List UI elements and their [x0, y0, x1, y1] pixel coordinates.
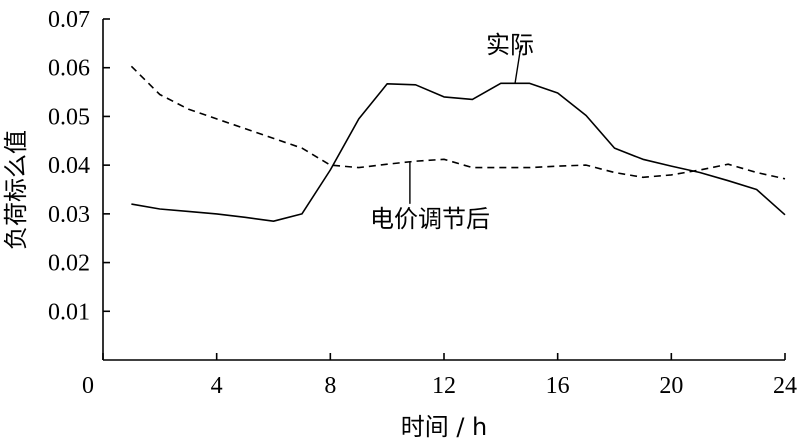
y-axis-title: 负荷标么值	[2, 130, 30, 250]
y-tick-label: 0.05	[48, 104, 90, 130]
y-tick-label: 0.07	[48, 7, 90, 33]
x-axis-title: 时间 / h	[401, 413, 488, 441]
series-line-0	[131, 82, 786, 222]
annotation-leader	[514, 45, 522, 84]
y-tick-label: 0.06	[48, 56, 90, 82]
y-tick-label: 0.01	[48, 299, 90, 325]
series-layer	[130, 65, 786, 222]
ticks	[102, 18, 786, 360]
annotation-label: 电价调节后	[370, 205, 490, 233]
axes	[102, 19, 785, 361]
y-tick-label: 0.02	[48, 251, 90, 277]
x-tick-label: 4	[211, 373, 223, 399]
series-line-1	[130, 65, 786, 180]
x-tick-label: 16	[546, 373, 570, 399]
origin-label: 0	[82, 373, 94, 399]
tick-labels: 4 8 12 16 20 24 0.01 0.02 0.03 0.04 0.05 0.06 0.07 0	[48, 7, 797, 399]
x-tick-label: 24	[773, 373, 797, 399]
y-tick-label: 0.03	[48, 202, 90, 228]
x-tick-label: 8	[324, 373, 336, 399]
x-tick-label: 20	[659, 373, 683, 399]
annotation-label: 实际	[486, 31, 534, 59]
x-tick-label: 12	[432, 373, 456, 399]
y-tick-label: 0.04	[48, 153, 90, 179]
